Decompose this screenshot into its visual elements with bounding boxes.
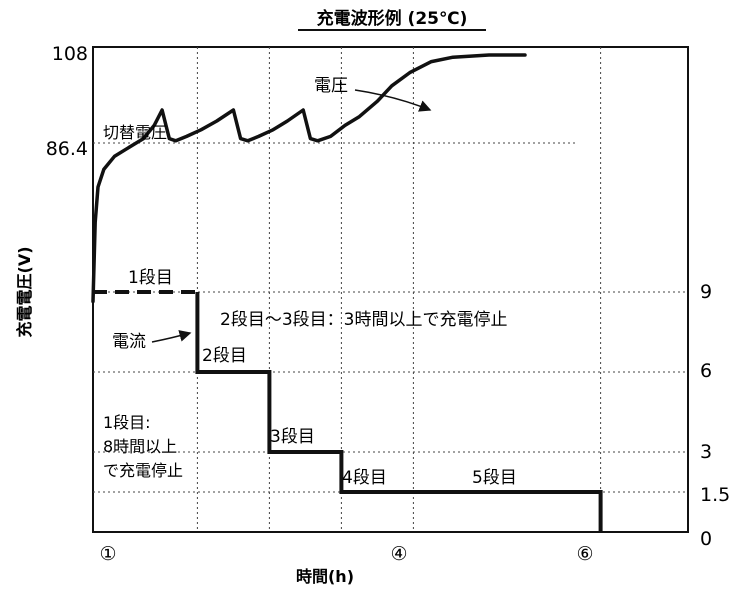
switch-voltage-label: 切替電圧 bbox=[103, 123, 167, 142]
stage5-label: 5段目 bbox=[472, 468, 517, 488]
x-axis-label: 時間(h) bbox=[296, 567, 354, 586]
current-step-line bbox=[195, 292, 603, 532]
right-tick-label-1-5: 1.5 bbox=[700, 484, 730, 506]
stage1-label: 1段目 bbox=[128, 268, 173, 288]
stage4-label: 4段目 bbox=[342, 468, 387, 488]
right-tick-label-6: 6 bbox=[700, 360, 712, 382]
note-stage1-line2: 8時間以上 bbox=[103, 437, 177, 456]
current-series bbox=[93, 290, 603, 532]
voltage-line bbox=[91, 53, 527, 304]
chart-title: 充電波形例 (25℃) bbox=[317, 8, 468, 29]
x-tick-label-1: ① bbox=[99, 543, 116, 565]
note-stage2-3: 2段目～3段目：3時間以上で充電停止 bbox=[220, 310, 507, 330]
x-tick-label-4: ④ bbox=[390, 543, 407, 565]
right-tick-label-9: 9 bbox=[700, 281, 712, 303]
stage3-label: 3段目 bbox=[270, 427, 315, 447]
grid-lines bbox=[93, 47, 688, 532]
voltage-series bbox=[91, 53, 527, 304]
right-tick-label-0: 0 bbox=[700, 528, 712, 550]
left-tick-label-108: 108 bbox=[52, 43, 88, 65]
current-label: 電流 bbox=[112, 332, 146, 352]
stage2-label: 2段目 bbox=[202, 346, 247, 366]
right-tick-label-3: 3 bbox=[700, 441, 712, 463]
left-tick-label-86: 86.4 bbox=[46, 138, 88, 160]
note-stage1-line1: 1段目: bbox=[103, 413, 151, 432]
plot-frame bbox=[92, 46, 689, 533]
voltage-label: 電圧 bbox=[314, 76, 348, 96]
current-label-arrow bbox=[151, 330, 192, 343]
voltage-label-arrow bbox=[354, 89, 432, 112]
y-axis-label-left: 充電電圧(V) bbox=[15, 246, 34, 337]
note-stage1-line3: で充電停止 bbox=[103, 461, 183, 480]
x-tick-label-6: ⑥ bbox=[576, 543, 593, 565]
